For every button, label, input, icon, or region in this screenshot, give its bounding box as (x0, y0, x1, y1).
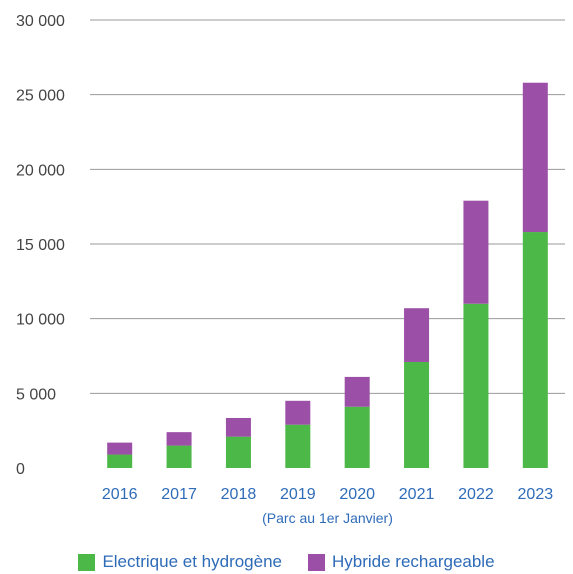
x-tick-label: 2019 (280, 486, 316, 503)
y-tick-label: 20 000 (16, 162, 65, 179)
y-tick-label: 30 000 (16, 13, 65, 30)
legend-swatch-electric (78, 553, 96, 571)
legend-label-electric: Electrique et hydrogène (102, 552, 282, 571)
x-tick-label: 2022 (458, 486, 494, 503)
legend-item-hybrid: Hybride rechargeable (308, 552, 495, 572)
y-tick-label: 10 000 (16, 312, 65, 329)
bar-segment-electric (463, 303, 489, 468)
legend-item-electric: Electrique et hydrogène (78, 552, 282, 572)
bar-segment-hybrid (225, 417, 251, 437)
x-tick-label: 2021 (399, 486, 435, 503)
legend-label-hybrid: Hybride rechargeable (332, 552, 495, 571)
y-tick-label: 5 000 (16, 386, 56, 403)
bar-segment-hybrid (404, 308, 430, 362)
bar-segment-hybrid (166, 432, 192, 446)
y-tick-label: 25 000 (16, 88, 65, 105)
y-tick-label: 0 (16, 461, 25, 478)
bar-segment-hybrid (344, 376, 370, 407)
x-tick-label: 2023 (518, 486, 554, 503)
x-tick-label: 2017 (161, 486, 197, 503)
bar-segment-hybrid (463, 200, 489, 304)
bar-segment-electric (225, 436, 251, 468)
legend: Electrique et hydrogène Hybride recharge… (0, 552, 573, 572)
stacked-bar-chart: 0 5 000 10 000 15 000 20 000 25 000 30 000 2016… (16, 13, 565, 526)
bar-segment-electric (344, 406, 370, 468)
bar-segment-electric (522, 232, 548, 468)
bar-segment-electric (404, 361, 430, 468)
x-tick-label: 2018 (221, 486, 257, 503)
bar-segment-electric (285, 424, 311, 468)
bar-segment-electric (107, 454, 133, 468)
x-tick-label: 2020 (339, 486, 375, 503)
bar-segment-hybrid (107, 442, 133, 455)
x-axis-label: (Parc au 1er Janvier) (262, 510, 393, 526)
legend-swatch-hybrid (308, 553, 325, 571)
y-tick-label: 15 000 (16, 237, 65, 254)
bar-segment-hybrid (522, 82, 548, 233)
bar-segment-electric (166, 445, 192, 468)
bar-segment-hybrid (285, 400, 311, 425)
x-tick-label: 2016 (102, 486, 138, 503)
